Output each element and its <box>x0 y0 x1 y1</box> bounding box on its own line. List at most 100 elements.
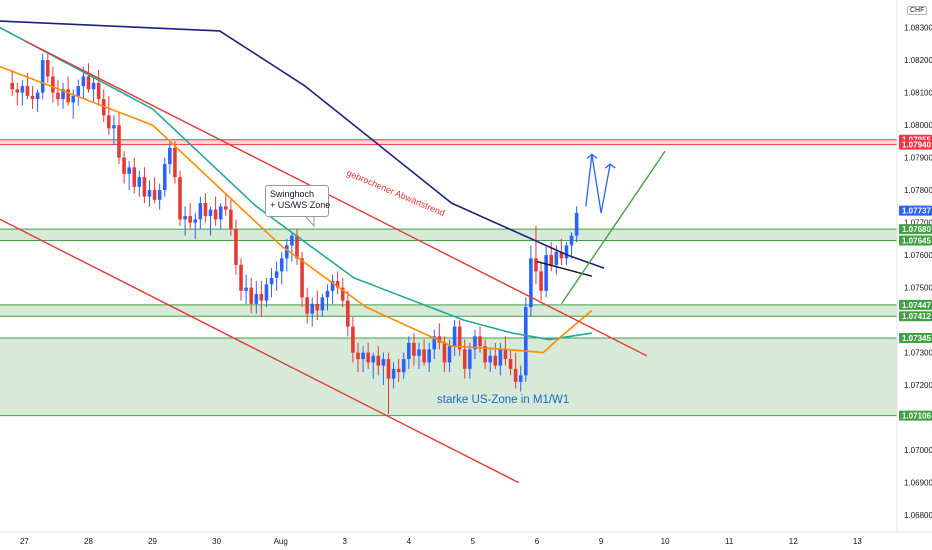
candle-body <box>447 346 452 363</box>
projection-layer <box>585 153 616 214</box>
candle <box>259 281 264 317</box>
candle-body <box>254 294 259 304</box>
candle-body <box>30 95 35 100</box>
candle-body <box>269 277 274 285</box>
candle <box>193 212 198 239</box>
candle-body <box>290 235 294 246</box>
moving-average-1 <box>0 26 593 341</box>
candle-body <box>432 336 437 350</box>
price-badge-bg <box>899 205 932 216</box>
candle <box>346 290 350 337</box>
candle-body <box>91 82 96 90</box>
candle-body <box>51 76 55 93</box>
currency-label[interactable]: CHF <box>907 6 928 15</box>
candle <box>127 160 131 191</box>
zone-1 <box>0 229 897 241</box>
candle-body <box>488 355 492 363</box>
candle <box>493 342 498 369</box>
candle <box>162 157 167 197</box>
candle-body <box>407 342 411 360</box>
candle-body <box>478 336 482 347</box>
candle <box>142 167 147 204</box>
candle <box>188 203 192 230</box>
price-badge-bg <box>899 235 932 246</box>
candle <box>396 359 401 382</box>
price-tick: 1.07300 <box>904 349 932 358</box>
candle <box>569 232 574 259</box>
candle-body <box>569 235 574 246</box>
candle <box>488 349 492 373</box>
price-badge: 1.07447 <box>899 299 932 310</box>
price-tick: 1.07000 <box>904 446 932 455</box>
price-badges: 1.079551.079401.077371.076801.076451.074… <box>899 134 932 421</box>
candle <box>529 245 533 317</box>
time-axis: 27 28 29 30 Aug 3 4 5 6 9 10 11 12 13 <box>20 537 862 546</box>
time-tick: 13 <box>853 537 862 546</box>
candle <box>183 206 187 236</box>
candle <box>244 274 248 304</box>
candle <box>407 336 411 369</box>
candle-body <box>56 92 60 100</box>
candle <box>10 69 14 96</box>
time-tick: 29 <box>148 537 157 546</box>
candle <box>290 232 294 262</box>
candle <box>178 170 182 226</box>
candle <box>30 86 35 109</box>
candle <box>524 297 528 382</box>
candle <box>315 290 320 321</box>
candle <box>147 180 152 207</box>
candle <box>40 53 45 100</box>
candle-body <box>229 209 233 230</box>
price-badge-bg <box>899 332 932 343</box>
price-badge: 1.07940 <box>899 139 932 150</box>
candle <box>437 323 442 350</box>
candle <box>20 79 25 106</box>
price-badge: 1.07680 <box>899 224 932 235</box>
candle <box>152 177 157 204</box>
candle-body <box>223 206 228 210</box>
candle-body <box>539 271 543 291</box>
candle-body <box>518 375 523 382</box>
price-badge-label: 1.07412 <box>902 312 931 321</box>
candle-body <box>35 92 40 100</box>
candle <box>35 89 40 113</box>
projection-path <box>585 153 611 214</box>
candle-body <box>305 297 309 314</box>
trendline-1 <box>0 218 519 484</box>
candle <box>198 196 203 230</box>
price-badge: 1.07412 <box>899 311 932 322</box>
candle-body <box>259 294 264 301</box>
candle-body <box>412 342 416 356</box>
price-badge-label: 1.07106 <box>902 412 931 421</box>
candle <box>473 329 477 360</box>
candle-body <box>574 212 579 236</box>
candle-body <box>346 300 350 327</box>
candle-body <box>244 287 248 291</box>
candle-body <box>213 209 218 220</box>
callout-pointer <box>305 216 315 228</box>
candle-body <box>46 60 50 77</box>
callout-line-1: Swinghoch <box>270 189 315 199</box>
price-badge-label: 1.07940 <box>902 141 931 150</box>
price-tick: 1.08300 <box>904 24 932 33</box>
time-tick: 12 <box>789 537 798 546</box>
time-tick: 28 <box>84 537 93 546</box>
candle <box>274 261 279 291</box>
candle-body <box>81 76 86 87</box>
zone-0 <box>0 139 897 145</box>
trendline-3 <box>560 150 666 305</box>
candle-body <box>524 307 528 376</box>
candle-body <box>173 147 177 178</box>
candle-body <box>234 229 238 265</box>
candle-body <box>157 190 162 200</box>
candle <box>213 196 218 226</box>
candle-body <box>203 203 208 217</box>
candle-body <box>513 368 518 382</box>
candle <box>264 277 269 308</box>
candle <box>508 349 513 376</box>
moving-average-2 <box>0 65 593 354</box>
candle-body <box>534 258 538 272</box>
candle <box>239 258 243 301</box>
candle-body <box>10 82 14 90</box>
